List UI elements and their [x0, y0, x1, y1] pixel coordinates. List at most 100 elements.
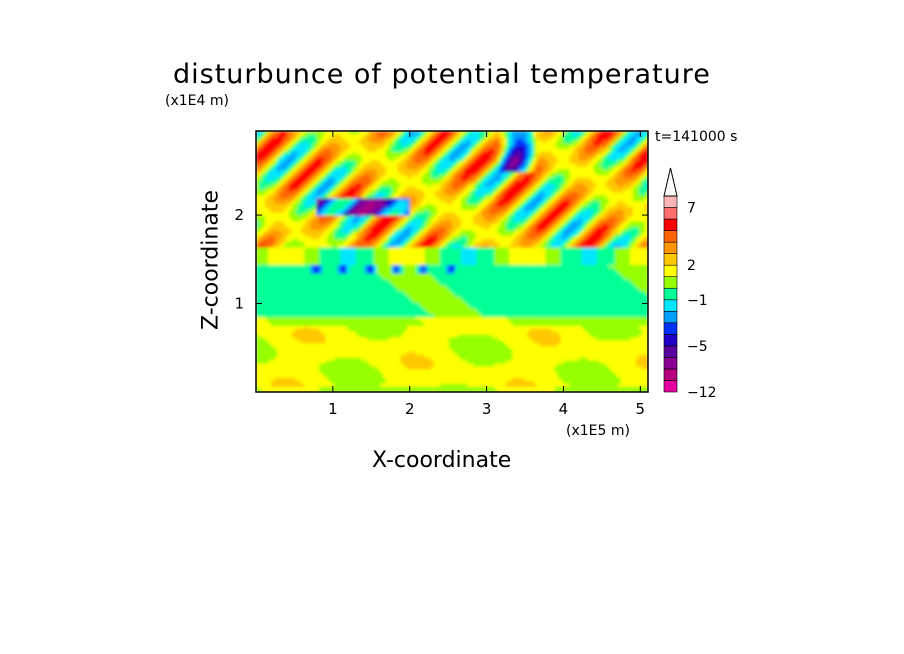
- heatmap-cell: [283, 278, 287, 283]
- heatmap-cell: [340, 241, 345, 245]
- heatmap-cell: [295, 348, 299, 352]
- heatmap-cell: [256, 177, 260, 181]
- heatmap-cell: [274, 174, 278, 178]
- heatmap-cell: [322, 287, 326, 292]
- heatmap-cell: [271, 348, 275, 352]
- heatmap-cell: [328, 383, 332, 387]
- heatmap-cell: [343, 238, 348, 242]
- heatmap-cell: [349, 261, 354, 265]
- heatmap-cell: [370, 336, 375, 341]
- heatmap-cell: [262, 325, 266, 329]
- heatmap-cell: [283, 267, 287, 271]
- heatmap-cell: [367, 136, 372, 141]
- heatmap-cell: [364, 212, 369, 216]
- heatmap-cell: [274, 261, 278, 265]
- heatmap-cell: [265, 255, 269, 260]
- heatmap-cell: [376, 206, 381, 210]
- heatmap-cell: [295, 133, 299, 138]
- heatmap-cell: [295, 389, 299, 392]
- heatmap-cell: [361, 180, 366, 184]
- heatmap-cell: [361, 174, 366, 178]
- heatmap-cell: [271, 310, 275, 315]
- heatmap-cell: [295, 331, 299, 335]
- heatmap-cell: [361, 368, 366, 373]
- heatmap-cell: [292, 133, 296, 138]
- heatmap-cell: [364, 302, 369, 306]
- heatmap-cell: [265, 319, 269, 323]
- heatmap-cell: [325, 386, 329, 390]
- heatmap-cell: [292, 247, 296, 251]
- heatmap-cell: [343, 258, 348, 263]
- heatmap-cell: [343, 148, 348, 152]
- heatmap-cell: [280, 145, 284, 149]
- heatmap-cell: [334, 276, 339, 280]
- heatmap-cell: [301, 235, 305, 239]
- heatmap-cell: [316, 215, 320, 219]
- heatmap-cell: [376, 284, 381, 289]
- heatmap-cell: [340, 215, 345, 219]
- heatmap-cell: [289, 168, 293, 173]
- heatmap-cell: [256, 162, 260, 167]
- heatmap-cell: [280, 389, 284, 392]
- heatmap-cell: [349, 328, 354, 332]
- heatmap-cell: [373, 160, 378, 164]
- heatmap-cell: [274, 342, 278, 347]
- heatmap-cell: [370, 157, 375, 161]
- heatmap-cell: [271, 371, 275, 376]
- heatmap-cell: [277, 267, 281, 271]
- heatmap-cell: [328, 151, 332, 155]
- heatmap-cell: [346, 131, 351, 135]
- heatmap-cell: [376, 331, 381, 335]
- heatmap-cell: [373, 374, 378, 379]
- heatmap-cell: [310, 157, 314, 161]
- heatmap-cell: [376, 374, 381, 379]
- heatmap-cell: [319, 296, 323, 300]
- heatmap-cell: [310, 160, 314, 164]
- heatmap-cell: [304, 331, 308, 335]
- heatmap-cell: [367, 258, 372, 263]
- heatmap-cell: [364, 142, 369, 147]
- heatmap-cell: [292, 281, 296, 286]
- heatmap-cell: [337, 136, 342, 141]
- heatmap-cell: [331, 218, 335, 222]
- heatmap-cell: [358, 316, 363, 321]
- heatmap-cell: [370, 371, 375, 376]
- heatmap-cell: [310, 336, 314, 341]
- heatmap-cell: [295, 177, 299, 181]
- heatmap-cell: [358, 345, 363, 350]
- heatmap-cell: [286, 232, 290, 236]
- heatmap-cell: [262, 371, 266, 376]
- heatmap-cell: [334, 249, 339, 254]
- heatmap-cell: [325, 267, 329, 271]
- heatmap-cell: [355, 345, 360, 350]
- heatmap-cell: [256, 336, 260, 341]
- heatmap-cell: [283, 168, 287, 173]
- heatmap-cell: [268, 162, 272, 167]
- heatmap-cell: [286, 249, 290, 254]
- heatmap-cell: [289, 371, 293, 376]
- heatmap-cell: [304, 276, 308, 280]
- heatmap-cell: [274, 191, 278, 196]
- heatmap-cell: [274, 310, 278, 315]
- heatmap-cell: [268, 197, 272, 202]
- heatmap-cell: [364, 226, 369, 231]
- heatmap-cell: [334, 171, 339, 176]
- heatmap-cell: [367, 313, 372, 318]
- heatmap-cell: [289, 368, 293, 373]
- heatmap-cell: [256, 307, 260, 312]
- heatmap-cell: [328, 278, 332, 283]
- heatmap-cell: [289, 174, 293, 178]
- heatmap-cell: [379, 191, 384, 196]
- heatmap-cell: [349, 365, 354, 370]
- heatmap-cell: [292, 351, 296, 355]
- heatmap-cell: [256, 319, 260, 323]
- heatmap-cell: [286, 296, 290, 300]
- heatmap-cell: [370, 331, 375, 335]
- heatmap-cell: [319, 148, 323, 152]
- heatmap-cell: [259, 371, 263, 376]
- heatmap-cell: [340, 278, 345, 283]
- heatmap-cell: [259, 183, 263, 187]
- heatmap-cell: [361, 241, 366, 245]
- heatmap-cell: [331, 200, 335, 205]
- heatmap-cell: [289, 374, 293, 379]
